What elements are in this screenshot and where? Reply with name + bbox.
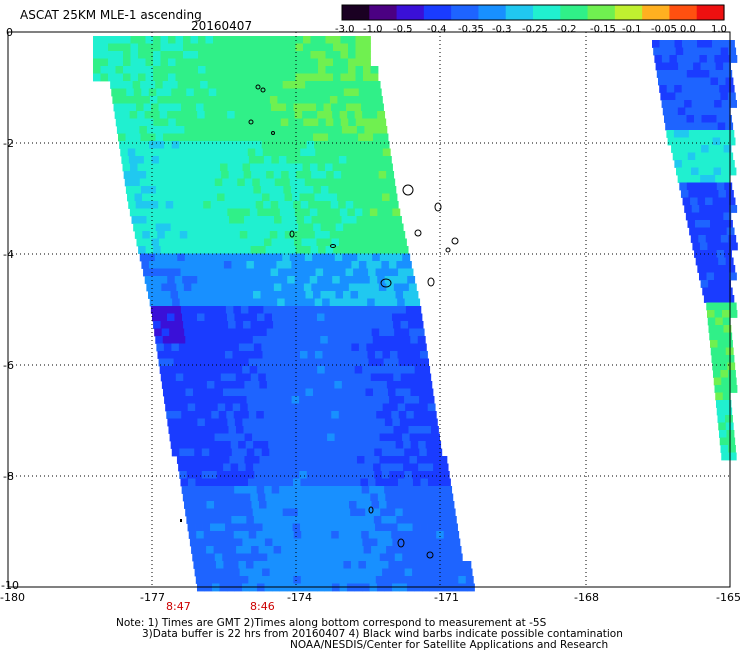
color-scale-label: -0.25 <box>522 24 548 35</box>
color-scale-swatch <box>533 5 561 20</box>
product-title: ASCAT 25KM MLE-1 ascending <box>20 8 202 22</box>
color-scale-label: -0.5 <box>393 24 413 35</box>
color-scale-swatch <box>342 5 370 20</box>
color-scale-swatch <box>396 5 425 20</box>
color-scale-swatch <box>505 5 534 20</box>
color-scale-swatch <box>369 5 398 20</box>
x-label-minus180: -180 <box>0 591 25 604</box>
pass-time-1: 8:47 <box>166 600 191 613</box>
color-scale-label: -0.4 <box>427 24 447 35</box>
color-scale-label: -0.2 <box>557 24 577 35</box>
color-scale-swatch <box>614 5 643 20</box>
color-scale-label: -0.35 <box>458 24 484 35</box>
footer-note-1: Note: 1) Times are GMT 2)Times along bot… <box>116 617 547 629</box>
y-label-minus6: -6 <box>3 359 14 372</box>
x-label-minus168: -168 <box>574 591 599 604</box>
color-scale-swatch <box>423 5 452 20</box>
scatterometer-swaths <box>93 36 738 592</box>
y-label-minus4: -4 <box>3 248 14 261</box>
product-date: 20160407 <box>191 19 253 33</box>
y-label-minus10: -10 <box>1 579 19 592</box>
color-scale-swatch <box>587 5 616 20</box>
color-scale-swatch <box>560 5 589 20</box>
color-scale-label: -0.05 <box>651 24 677 35</box>
color-scale-label: -1.0 <box>363 24 383 35</box>
x-label-minus174: -174 <box>287 591 312 604</box>
color-scale-swatch <box>642 5 671 20</box>
color-scale-swatch <box>478 5 507 20</box>
y-label-minus2: -2 <box>3 137 14 150</box>
color-scale-label: 1.0 <box>711 24 727 35</box>
color-scale-swatch <box>696 5 725 20</box>
footer-note-2: 3)Data buffer is 22 hrs from 20160407 4)… <box>142 628 623 640</box>
color-scale-swatch <box>669 5 698 20</box>
color-scale-label: 0.0 <box>680 24 696 35</box>
x-label-minus177: -177 <box>140 591 165 604</box>
lat-lon-gridlines <box>8 32 730 587</box>
color-scale-label: -0.1 <box>622 24 642 35</box>
x-label-minus171: -171 <box>434 591 459 604</box>
color-scale-label: -0.15 <box>590 24 616 35</box>
color-scale-outline <box>341 4 725 21</box>
y-label-minus8: -8 <box>3 470 14 483</box>
footer-credit: NOAA/NESDIS/Center for Satellite Applica… <box>290 639 609 651</box>
x-label-minus165: -165 <box>716 591 740 604</box>
color-scale-swatch <box>451 5 480 20</box>
y-label-0: 0 <box>6 26 13 39</box>
map-frame <box>7 31 731 588</box>
color-scale-label: -3.0 <box>335 24 355 35</box>
color-scale-label: -0.3 <box>492 24 512 35</box>
pass-time-2: 8:46 <box>250 600 275 613</box>
color-scale-bar <box>341 4 725 21</box>
island-coastlines <box>180 84 459 559</box>
